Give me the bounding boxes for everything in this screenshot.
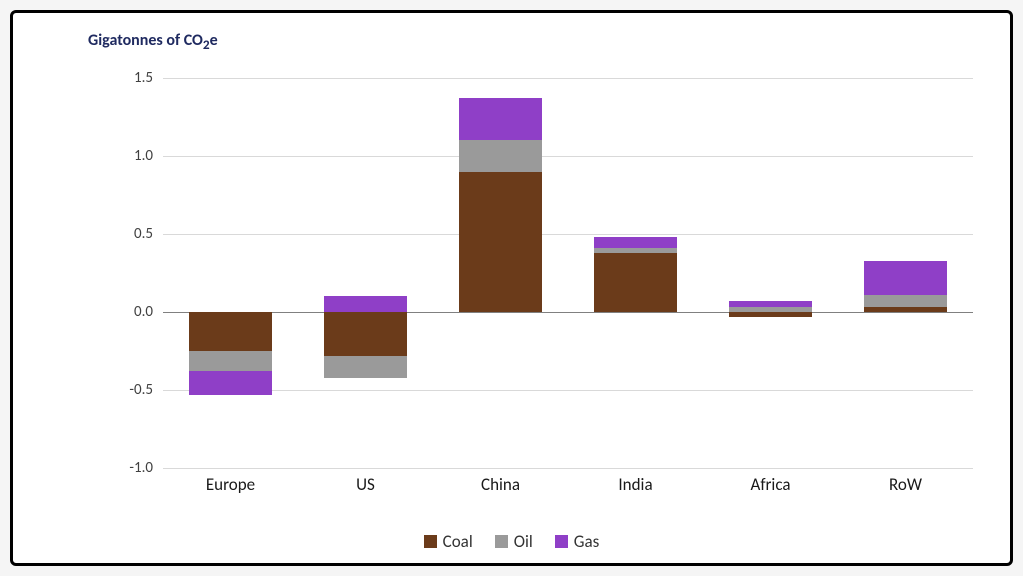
legend-swatch bbox=[424, 535, 437, 548]
y-axis-title-main: Gigatonnes of CO bbox=[88, 31, 203, 50]
y-axis-title: Gigatonnes of CO2e bbox=[88, 31, 218, 53]
bar-group bbox=[864, 78, 948, 468]
category-label: Africa bbox=[750, 474, 790, 495]
legend-item-oil: Oil bbox=[495, 531, 533, 552]
category-label: India bbox=[618, 474, 652, 495]
bar-segment-oil bbox=[324, 356, 408, 378]
bar-segment-coal bbox=[324, 312, 408, 356]
legend: Coal Oil Gas bbox=[13, 531, 1010, 552]
bar-segment-coal bbox=[189, 312, 273, 351]
bar-segment-coal bbox=[459, 172, 543, 312]
y-tick-label: 0.5 bbox=[134, 225, 153, 243]
bar-segment-gas bbox=[729, 301, 813, 307]
bar-segment-gas bbox=[864, 261, 948, 295]
bar-segment-oil bbox=[729, 307, 813, 312]
legend-item-coal: Coal bbox=[424, 531, 473, 552]
grid-line bbox=[163, 468, 973, 469]
y-tick-label: 1.0 bbox=[134, 147, 153, 165]
y-tick-label: 0.0 bbox=[134, 303, 153, 321]
legend-label: Oil bbox=[514, 531, 533, 552]
bar-segment-gas bbox=[324, 296, 408, 312]
plot-area: -1.0-0.50.00.51.01.5EuropeUSChinaIndiaAf… bbox=[163, 78, 973, 468]
bar-segment-gas bbox=[459, 98, 543, 140]
bar-group bbox=[324, 78, 408, 468]
grid-line bbox=[163, 390, 973, 391]
bar-segment-oil bbox=[864, 295, 948, 307]
legend-label: Coal bbox=[443, 531, 473, 552]
bar-segment-coal bbox=[864, 307, 948, 312]
category-label: RoW bbox=[889, 474, 922, 495]
category-label: Europe bbox=[206, 474, 255, 495]
y-axis-title-suffix: e bbox=[210, 31, 218, 50]
y-axis-title-sub: 2 bbox=[203, 36, 210, 53]
legend-item-gas: Gas bbox=[555, 531, 600, 552]
legend-swatch bbox=[555, 535, 568, 548]
category-label: US bbox=[356, 474, 375, 495]
y-tick-label: -1.0 bbox=[129, 459, 153, 477]
bar-segment-gas bbox=[594, 237, 678, 248]
bar-group bbox=[594, 78, 678, 468]
bar-segment-gas bbox=[189, 371, 273, 394]
bar-segment-coal bbox=[594, 253, 678, 312]
y-tick-label: 1.5 bbox=[134, 69, 153, 87]
y-tick-label: -0.5 bbox=[129, 381, 153, 399]
zero-line bbox=[163, 312, 973, 313]
bar-segment-oil bbox=[459, 140, 543, 171]
bar-group bbox=[729, 78, 813, 468]
bar-group bbox=[189, 78, 273, 468]
chart-frame: Gigatonnes of CO2e -1.0-0.50.00.51.01.5E… bbox=[10, 10, 1013, 566]
bar-segment-oil bbox=[189, 351, 273, 371]
category-label: China bbox=[481, 474, 520, 495]
grid-line bbox=[163, 78, 973, 79]
grid-line bbox=[163, 156, 973, 157]
legend-swatch bbox=[495, 535, 508, 548]
bar-group bbox=[459, 78, 543, 468]
legend-label: Gas bbox=[574, 531, 600, 552]
grid-line bbox=[163, 234, 973, 235]
bar-segment-oil bbox=[594, 248, 678, 253]
bar-segment-coal bbox=[729, 312, 813, 317]
